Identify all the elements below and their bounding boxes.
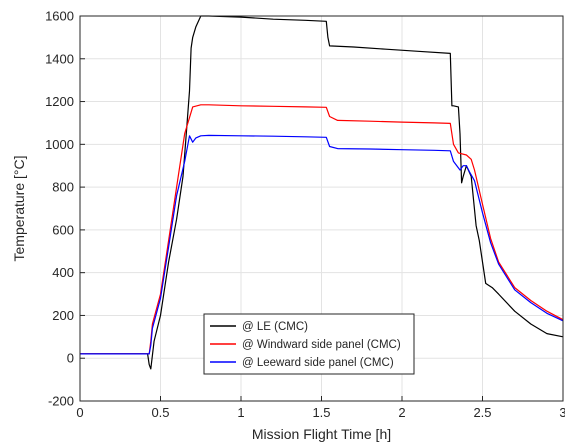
x-tick-label: 2.5 — [473, 405, 491, 420]
x-tick-label: 2 — [398, 405, 405, 420]
series-line-1 — [80, 104, 564, 355]
y-tick-label: 600 — [52, 222, 74, 237]
y-tick-label: 1200 — [45, 94, 74, 109]
y-tick-label: 1000 — [45, 137, 74, 152]
x-tick-label: 3 — [559, 405, 565, 420]
y-axis-label: Temperature [°C] — [11, 156, 27, 262]
x-axis-label: Mission Flight Time [h] — [252, 426, 391, 442]
y-tick-label: 200 — [52, 308, 74, 323]
y-tick-label: 1400 — [45, 51, 74, 66]
legend-label: @ Leeward side panel (CMC) — [242, 357, 394, 369]
legend: @ LE (CMC) @ Windward side panel (CMC) @ L… — [203, 313, 415, 375]
x-tick-label: 0.5 — [151, 405, 169, 420]
series-line-2 — [80, 134, 564, 355]
legend-label: @ LE (CMC) — [242, 321, 308, 333]
series-line-0 — [80, 15, 564, 370]
legend-box — [203, 313, 415, 375]
x-tick-label: 1 — [237, 405, 244, 420]
series-layer — [80, 15, 564, 370]
legend-label: @ Windward side panel (CMC) — [242, 339, 401, 351]
x-tick-label: 1.5 — [312, 405, 330, 420]
y-tick-label: 400 — [52, 265, 74, 280]
y-tick-label: 1600 — [45, 9, 74, 24]
y-tick-label: 0 — [67, 351, 74, 366]
y-tick-label: -200 — [48, 394, 74, 409]
y-tick-label: 800 — [52, 180, 74, 195]
x-tick-label: 0 — [76, 405, 83, 420]
tick-layer: 0 0.5 1 1.5 2 2.5 3-20002004006008001000120014… — [45, 9, 565, 421]
